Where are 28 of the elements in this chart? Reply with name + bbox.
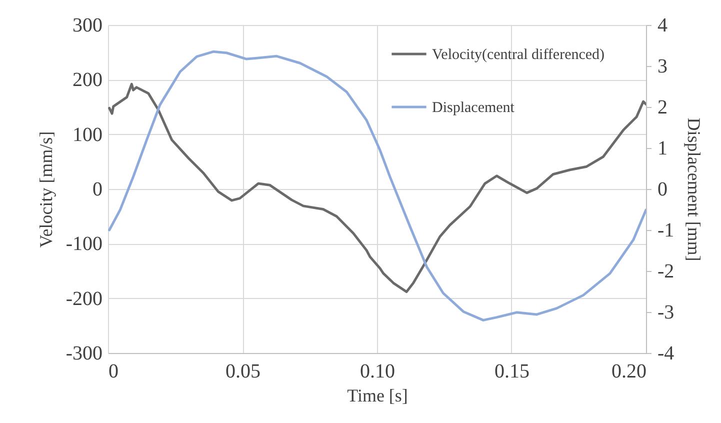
x-axis-title: Time [s] (347, 386, 408, 406)
y2-tick-label: -1 (658, 220, 674, 242)
x-tick-label: 0.15 (494, 360, 530, 382)
y2-axis-title: Displacement [mm] (684, 118, 704, 262)
y-tick-label: -300 (66, 342, 102, 364)
line-series (108, 82, 646, 294)
y2-tick-label: 4 (658, 14, 668, 36)
y-tick-label: 100 (72, 124, 102, 146)
y2-tick-label: -4 (658, 342, 674, 364)
y2-tick-label: 3 (658, 56, 668, 78)
legend-label: Velocity(central differenced) (432, 47, 605, 63)
y2-tick-label: 1 (658, 138, 668, 160)
y-tick-label: -200 (66, 288, 102, 310)
x-tick-label: 0.05 (226, 360, 260, 382)
y2-tick-label: -2 (658, 260, 674, 282)
y2-tick-label: -3 (658, 302, 674, 324)
x-tick-label: 0 (108, 360, 118, 382)
y-tick-label: -100 (66, 233, 102, 256)
line-series (108, 50, 646, 322)
y2-tick-label: 2 (658, 96, 668, 118)
legend-label: Displacement (432, 100, 516, 116)
y2-tick-label: 0 (658, 178, 668, 200)
y-tick-label: 200 (72, 69, 102, 92)
x-tick-label: 0.10 (360, 360, 395, 382)
y-tick-label: 300 (72, 14, 102, 36)
x-tick-label: 0.20 (612, 360, 646, 382)
y-axis-title: Velocity [mm/s] (36, 131, 56, 248)
y-tick-label: 0 (92, 178, 102, 200)
